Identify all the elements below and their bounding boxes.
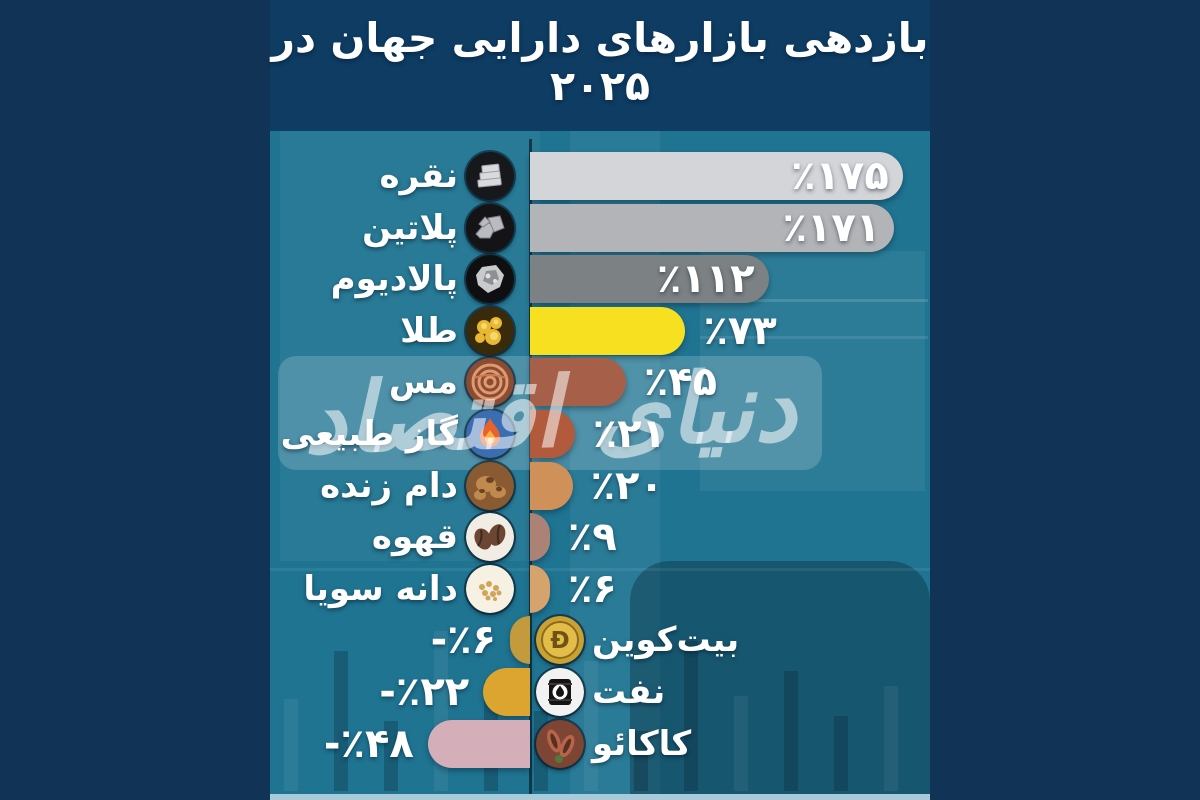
live-cattle-row: دام زنده ٪۲۰ xyxy=(270,461,930,510)
oil-label: نفت xyxy=(592,672,666,712)
oil-bar xyxy=(483,668,530,716)
silver-icon xyxy=(466,152,514,200)
silver-value: ٪۱۷۵ xyxy=(791,153,889,199)
natural-gas-value: ٪۲۱ xyxy=(592,411,666,457)
natural-gas-icon xyxy=(466,410,514,458)
live-cattle-bar xyxy=(530,461,573,510)
bitcoin-value: -٪۶ xyxy=(430,617,496,664)
platinum-icon xyxy=(466,203,514,252)
gold-row: طلا ٪۷۳ xyxy=(270,306,930,355)
soybean-icon xyxy=(466,564,514,613)
chart-title: بازدهی بازارهای دارایی جهان در ۲۰۲۵ xyxy=(271,14,929,110)
watermark: دنیای اقتصاد xyxy=(302,349,798,476)
copper-icon xyxy=(466,358,514,407)
cocoa-label: کاکائو xyxy=(592,723,692,764)
natural-gas-label: گاز طبیعی xyxy=(280,414,458,454)
silver-label: نقره xyxy=(379,156,458,196)
coffee-label: قهوه xyxy=(371,517,458,558)
live-cattle-value: ٪۲۰ xyxy=(590,462,664,509)
silver-bar xyxy=(530,152,903,200)
palladium-icon xyxy=(466,255,514,304)
gold-bar xyxy=(530,306,686,355)
gold-label: طلا xyxy=(400,310,458,351)
live-cattle-label: دام زنده xyxy=(320,465,458,506)
bitcoin-row: Đ بیت‌کوین -٪۶ xyxy=(270,616,930,665)
copper-value: ٪۴۵ xyxy=(643,359,718,406)
bottom-strip xyxy=(270,794,930,800)
platinum-row: پلاتین ٪۱۷۱ xyxy=(270,203,930,252)
bitcoin-icon: Đ xyxy=(536,616,584,665)
title-band: بازدهی بازارهای دارایی جهان در ۲۰۲۵ xyxy=(270,0,930,131)
live-cattle-icon xyxy=(466,461,514,510)
poster: بازدهی بازارهای دارایی جهان در ۲۰۲۵ نقره… xyxy=(270,0,930,800)
platinum-label: پلاتین xyxy=(362,207,458,248)
palladium-label: پالادیوم xyxy=(330,259,458,300)
soybean-value: ٪۶ xyxy=(568,565,617,612)
bitcoin-label: بیت‌کوین xyxy=(592,620,740,661)
cocoa-value: -٪۴۸ xyxy=(323,720,414,767)
palladium-value: ٪۱۱۲ xyxy=(656,256,755,303)
bar-rows: نقره ٪۱۷۵ پلاتین ٪۱۷۱ پالادیوم ٪۱۱۲ طلا ٪۷۳ مس ٪۴… xyxy=(270,131,930,800)
chart-area: نقره ٪۱۷۵ پلاتین ٪۱۷۱ پالادیوم ٪۱۱۲ طلا ٪۷۳ مس ٪۴… xyxy=(270,131,930,800)
cocoa-row: کاکائو -٪۴۸ xyxy=(270,719,930,768)
natural-gas-bar xyxy=(530,410,575,458)
palladium-row: پالادیوم ٪۱۱۲ xyxy=(270,255,930,304)
bitcoin-bar xyxy=(510,616,530,665)
coffee-value: ٪۹ xyxy=(568,514,617,561)
copper-row: مس ٪۴۵ xyxy=(270,358,930,407)
soybean-row: دانه سویا ٪۶ xyxy=(270,564,930,613)
svg-text:Đ: Đ xyxy=(550,628,569,654)
silver-row: نقره ٪۱۷۵ xyxy=(270,152,930,200)
copper-label: مس xyxy=(388,362,458,403)
coffee-icon xyxy=(466,513,514,562)
gold-icon xyxy=(466,306,514,355)
platinum-value: ٪۱۷۱ xyxy=(782,204,881,251)
cocoa-bar xyxy=(427,719,530,768)
oil-icon xyxy=(536,668,584,716)
cocoa-icon xyxy=(536,719,584,768)
oil-row: نفت -٪۲۲ xyxy=(270,668,930,716)
coffee-bar xyxy=(530,513,550,562)
gold-value: ٪۷۳ xyxy=(703,307,777,354)
coffee-row: قهوه ٪۹ xyxy=(270,513,930,562)
oil-value: -٪۲۲ xyxy=(379,669,470,715)
natural-gas-row: گاز طبیعی ٪۲۱ xyxy=(270,410,930,458)
palladium-bar xyxy=(530,255,769,304)
soybean-label: دانه سویا xyxy=(303,568,458,609)
copper-bar xyxy=(530,358,626,407)
platinum-bar xyxy=(530,203,895,252)
soybean-bar xyxy=(530,564,550,613)
